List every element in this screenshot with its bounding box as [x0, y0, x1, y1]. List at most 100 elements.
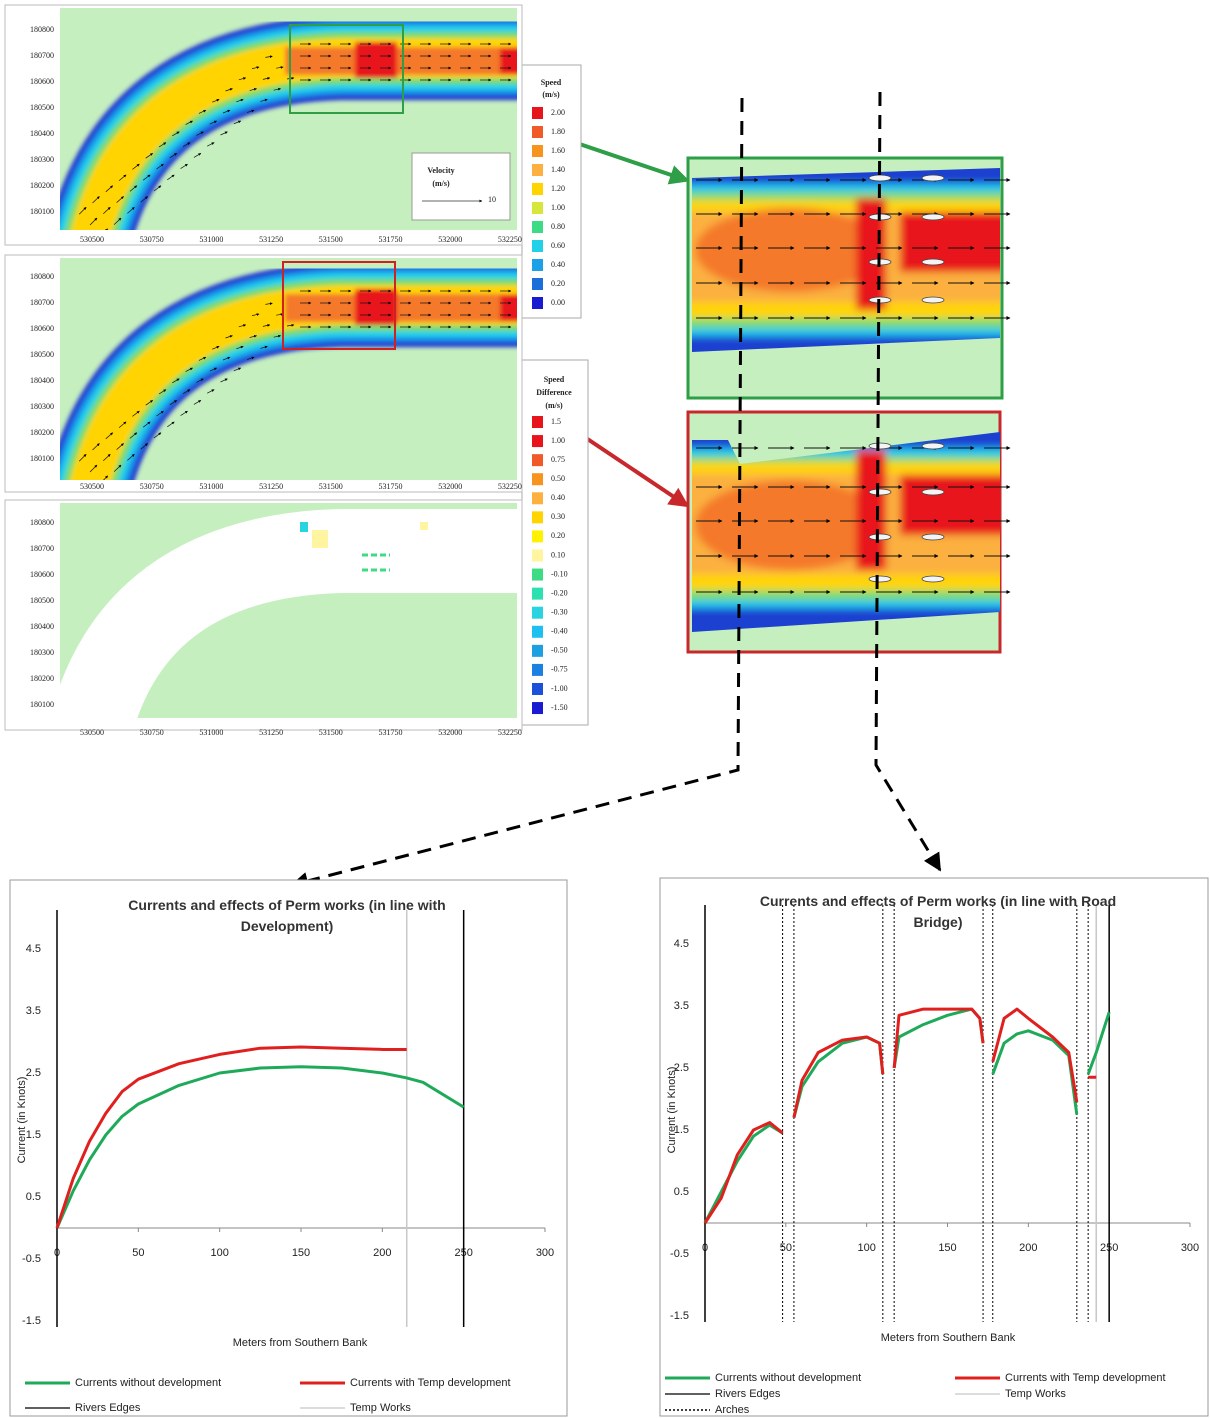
legend-label: 0.40: [551, 260, 565, 269]
map-x-tick-label: 531500: [319, 235, 343, 244]
flow-arrow: [249, 87, 257, 91]
section-line: [874, 91, 942, 872]
bridge-pier: [921, 575, 945, 583]
legend-swatch: [532, 454, 543, 467]
y-tick-label: 4.5: [26, 943, 41, 955]
map-x-tick-label: 531500: [319, 482, 343, 491]
legend-label: -1.00: [551, 684, 568, 693]
legend-swatch: [532, 221, 543, 233]
flow-arrow: [233, 120, 242, 125]
x-axis-title: Meters from Southern Bank: [233, 1337, 368, 1349]
legend-swatch: [532, 297, 543, 309]
legend-label: Currents without development: [715, 1372, 861, 1384]
flow-arrow: [246, 356, 255, 360]
y-tick-label: 3.5: [26, 1005, 41, 1017]
legend-unit: (m/s): [542, 90, 560, 99]
map-y-tick-label: 180600: [30, 77, 54, 86]
river: [60, 16, 517, 230]
map-y-tick-label: 180200: [30, 674, 54, 683]
band: [900, 475, 1000, 535]
river: [60, 509, 517, 718]
map-x-tick-label: 531750: [379, 482, 403, 491]
x-tick-label: 50: [780, 1242, 792, 1254]
difference-patch: [300, 522, 308, 532]
legend-label: Temp Works: [1005, 1388, 1066, 1400]
y-tick-label: 2.5: [26, 1067, 41, 1079]
flow-arrow: [169, 400, 178, 406]
flow-arrow: [78, 206, 87, 215]
legend-swatch: [532, 278, 543, 290]
map-x-tick-label: 530750: [140, 728, 164, 737]
legend-label: 0.50: [551, 474, 565, 483]
legend-label: Temp Works: [350, 1402, 411, 1414]
x-tick-label: 300: [536, 1247, 554, 1259]
flow-arrow: [129, 185, 138, 192]
flow-arrow: [252, 66, 260, 69]
legend-label: 0.80: [551, 222, 565, 231]
map-x-tick-label: 531750: [379, 235, 403, 244]
flow-arrow: [153, 185, 162, 192]
y-tick-label: 0.5: [26, 1191, 41, 1203]
flow-arrow: [212, 346, 220, 350]
zoom-bands: [692, 168, 1000, 352]
legend-swatch: [532, 473, 543, 486]
flow-arrow: [180, 163, 188, 169]
x-axis-title: Meters from Southern Bank: [881, 1332, 1016, 1344]
legend-title: Speed: [544, 375, 565, 384]
flow-arrow: [252, 313, 260, 316]
flow-arrow: [129, 432, 138, 439]
legend-label: 0.60: [551, 241, 565, 250]
bridge-pier: [868, 174, 892, 182]
flow-arrow: [142, 174, 151, 181]
legend-swatch: [532, 416, 543, 428]
flow-arrow: [260, 345, 268, 349]
legend-swatch: [532, 107, 543, 119]
velocity-unit: (m/s): [432, 179, 450, 188]
river-bands: [60, 16, 517, 230]
flow-arrow: [209, 120, 217, 125]
legend-swatch: [532, 183, 543, 195]
map-y-tick-label: 180800: [30, 518, 54, 527]
flow-arrow: [193, 153, 202, 158]
river: [60, 263, 517, 480]
y-tick-label: 4.5: [674, 938, 689, 950]
legend-swatch: [532, 644, 543, 657]
legend-label: -0.10: [551, 569, 568, 578]
legend-label: 0.20: [551, 279, 565, 288]
flow-arrow: [153, 432, 162, 439]
x-tick-label: 150: [292, 1247, 310, 1259]
flow-arrow: [89, 217, 98, 226]
map-y-tick-label: 180300: [30, 648, 54, 657]
flow-arrow: [238, 324, 247, 328]
map-x-tick-label: 531000: [199, 235, 223, 244]
flow-arrow: [92, 443, 100, 451]
y-axis-title: Current (in Knots): [16, 1077, 28, 1164]
legend-swatch: [532, 259, 543, 271]
bridge-pier: [921, 533, 945, 541]
flow-arrow: [198, 356, 207, 361]
flow-arrow: [105, 228, 109, 230]
map-y-tick-label: 180300: [30, 402, 54, 411]
y-tick-label: -1.5: [670, 1310, 689, 1322]
map-y-tick-label: 180800: [30, 25, 54, 34]
velocity-box: [411, 152, 511, 221]
map-y-tick-label: 180200: [30, 181, 54, 190]
legend-label: 0.40: [551, 493, 565, 502]
chart-frame: [659, 877, 1209, 1417]
map-y-tick-label: 180600: [30, 324, 54, 333]
x-tick-label: 50: [132, 1247, 144, 1259]
legend-label: -0.40: [551, 627, 568, 636]
flow-arrow: [113, 217, 122, 225]
fast-zone: [500, 48, 517, 74]
bridge-pier: [921, 296, 945, 304]
map-x-tick-label: 532250: [498, 235, 522, 244]
flow-arrow: [246, 109, 255, 113]
chart-frame: [9, 879, 568, 1417]
flow-arrow: [249, 334, 257, 338]
map-y-tick-label: 180500: [30, 350, 54, 359]
legend-label: 1.20: [551, 184, 565, 193]
y-tick-label: -0.5: [670, 1248, 689, 1260]
x-tick-label: 200: [1019, 1242, 1037, 1254]
